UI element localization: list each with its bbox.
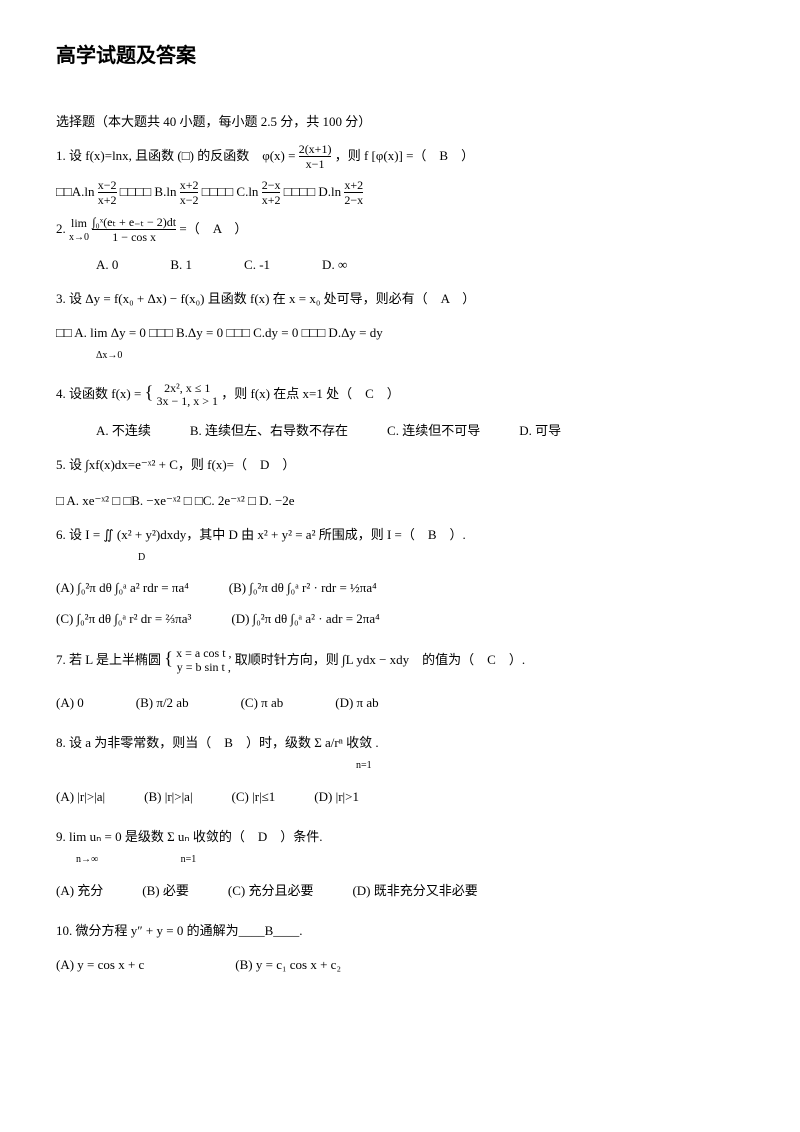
question-9: 9. lim uₙ = 0 是级数 Σ uₙ 收敛的（ D ）条件. n→∞ n… <box>56 824 744 870</box>
q1-options: □□A.ln x−2x+2 □□□□ B.ln x+2x−2 □□□□ C.ln… <box>56 179 744 207</box>
page-title: 高学试题及答案 <box>56 40 744 72</box>
q7-pre: 7. 若 L 是上半椭圆 <box>56 652 164 667</box>
question-4: 4. 设函数 f(x) = { 2x², x ≤ 1 3x − 1, x > 1… <box>56 374 744 410</box>
q1-opt-pre: □□A.ln <box>56 184 98 199</box>
q6-row2: (C) ∫₀²π dθ ∫₀ᵃ r² dr = ⅔πa³ (D) ∫₀²π dθ… <box>56 609 744 630</box>
brace-left-icon: { <box>145 382 154 402</box>
q6-optC: (C) ∫₀²π dθ ∫₀ᵃ r² dr = ⅔πa³ <box>56 609 191 630</box>
q3-line2: □□ A. lim Δy = 0 □□□ B.Δy = 0 □□□ C.dy =… <box>56 325 383 340</box>
q1-fracA: x−2x+2 <box>98 179 117 207</box>
q6-optA: (A) ∫₀²π dθ ∫₀ᵃ a² rdr = πa⁴ <box>56 578 189 599</box>
question-2: 2. lim x→0 ∫₀ˣ(eₜ + e₋ₜ − 2)dt 1 − cos x… <box>56 216 744 244</box>
q6-sub: D <box>56 548 744 568</box>
q4-options: A. 不连续 B. 连续但左、右导数不存在 C. 连续但不可导 D. 可导 <box>56 418 744 444</box>
q2-lim: lim x→0 <box>69 217 89 243</box>
q10-options: (A) y = cos x + c (B) y = c₁ cos x + c₂ <box>56 952 744 978</box>
q4-cases: 2x², x ≤ 1 3x − 1, x > 1 <box>156 382 218 408</box>
question-6: 6. 设 I = ∬ (x² + y²)dxdy，其中 D 由 x² + y² … <box>56 522 744 568</box>
q6-row1: (A) ∫₀²π dθ ∫₀ᵃ a² rdr = πa⁴ (B) ∫₀²π dθ… <box>56 578 744 599</box>
q8-options: (A) |r|>|a| (B) |r|>|a| (C) |r|≤1 (D) |r… <box>56 784 744 810</box>
q1-frac: 2(x+1) x−1 <box>299 143 332 171</box>
question-5: 5. 设 ∫xf(x)dx=e⁻ˣ² + C，则 f(x)=（ D ） <box>56 452 744 478</box>
q7-options: (A) 0 (B) π/2 ab (C) π ab (D) π ab <box>56 690 744 716</box>
q1-mid2: □□□□ C.ln <box>202 184 259 199</box>
q9-options: (A) 充分 (B) 必要 (C) 充分且必要 (D) 既非充分又非必要 <box>56 878 744 904</box>
q4-pre: 4. 设函数 f(x) = <box>56 386 145 401</box>
q2-pre: 2. <box>56 221 69 236</box>
q2-options: A. 0 B. 1 C. -1 D. ∞ <box>56 252 744 278</box>
q4-tail: ，则 f(x) 在点 x=1 处（ C ） <box>221 386 400 401</box>
question-7: 7. 若 L 是上半椭圆 { x = a cos t , y = b sin t… <box>56 640 744 676</box>
q1-den: x−1 <box>299 156 332 171</box>
q9-subs: n→∞ n=1 <box>56 850 744 870</box>
q6-optD: (D) ∫₀²π dθ ∫₀ᵃ a² · adr = 2πa⁴ <box>231 609 379 630</box>
q3-sub: Δx→0 <box>56 346 744 366</box>
q7-cases: x = a cos t , y = b sin t , <box>176 647 231 673</box>
q5-options: □ A. xe⁻ˣ² □ □B. −xe⁻ˣ² □ □C. 2e⁻ˣ² □ D.… <box>56 488 744 514</box>
question-10: 10. 微分方程 y″ + y = 0 的通解为____B____. <box>56 918 744 944</box>
q1-mid1: □□□□ B.ln <box>120 184 180 199</box>
question-1: 1. 设 f(x)=lnx, 且函数 (□) 的反函数 φ(x) = 2(x+1… <box>56 143 744 171</box>
question-3-line1: 3. 设 Δy = f(x₀ + Δx) − f(x₀) 且函数 f(x) 在 … <box>56 286 744 312</box>
q1-fracB: x+2x−2 <box>180 179 199 207</box>
q1-fracC: 2−xx+2 <box>262 179 281 207</box>
question-8: 8. 设 a 为非零常数，则当（ B ）时，级数 Σ a/rⁿ 收敛 . n=1 <box>56 730 744 776</box>
section-instructions: 选择题（本大题共 40 小题，每小题 2.5 分，共 100 分） <box>56 112 744 133</box>
q2-tail: =（ A ） <box>179 221 247 236</box>
q1-num: 2(x+1) <box>299 143 332 156</box>
q1-text-a: 1. 设 f(x)=lnx, 且函数 (□) 的反函数 φ(x) = <box>56 148 299 163</box>
q6-optB: (B) ∫₀²π dθ ∫₀ᵃ r² · rdr = ½πa⁴ <box>229 578 377 599</box>
q1-text-b: ，则 f [φ(x)] =（ B ） <box>335 148 474 163</box>
q7-tail: 取顺时针方向，则 ∫L ydx − xdy 的值为（ C ）. <box>235 652 525 667</box>
q1-fracD: x+22−x <box>344 179 363 207</box>
q8-sub: n=1 <box>56 756 744 776</box>
question-3-line2: □□ A. lim Δy = 0 □□□ B.Δy = 0 □□□ C.dy =… <box>56 320 744 366</box>
q2-frac: ∫₀ˣ(eₜ + e₋ₜ − 2)dt 1 − cos x <box>92 216 176 244</box>
brace-left-icon-2: { <box>164 648 173 668</box>
q1-mid3: □□□□ D.ln <box>284 184 345 199</box>
